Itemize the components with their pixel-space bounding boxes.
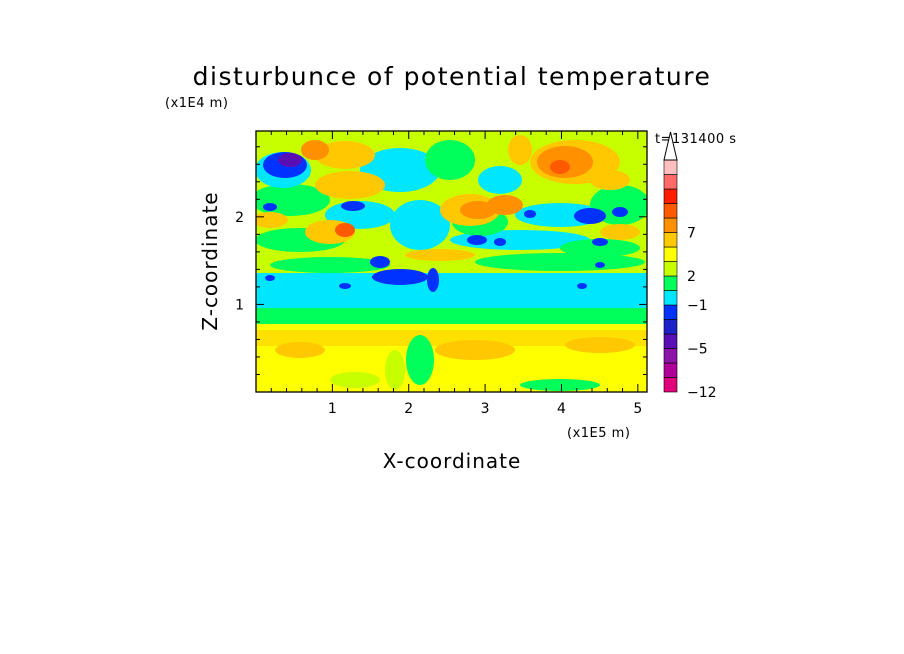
layer-lower-orange-band xyxy=(256,330,647,346)
colorbar-swatch xyxy=(663,333,678,349)
colorbar-swatch xyxy=(663,261,678,277)
colorbar-swatch xyxy=(663,174,678,190)
colorbar-swatch xyxy=(663,319,678,335)
x-tick-label: 3 xyxy=(481,401,490,417)
colorbar-label: 2 xyxy=(687,269,696,285)
colorbar-label: −12 xyxy=(687,385,717,401)
colorbar-swatch xyxy=(663,188,678,204)
colorbar-swatch xyxy=(663,246,678,262)
colorbar-swatch xyxy=(663,348,678,364)
layer-cyan-band xyxy=(256,272,647,308)
colorbar-swatch xyxy=(663,217,678,233)
colorbar-swatch xyxy=(663,159,678,175)
colorbar-swatch xyxy=(663,275,678,291)
x-unit-label: (x1E5 m) xyxy=(567,426,630,441)
y-tick-label: 1 xyxy=(235,297,244,313)
plot-frame xyxy=(255,130,648,393)
x-axis-ticks: 1 2 3 4 5 xyxy=(270,131,642,417)
y-axis-ticks: 12 xyxy=(235,146,647,375)
x-tick-label: 4 xyxy=(557,401,566,417)
y-unit-label: (x1E4 m) xyxy=(165,96,228,111)
colorbar-extend-arrow xyxy=(663,131,678,161)
x-axis-label: X-coordinate xyxy=(383,449,522,473)
colorbar-swatch xyxy=(663,203,678,219)
time-label: t=131400 s xyxy=(655,132,737,147)
colorbar-swatch xyxy=(663,290,678,306)
x-tick-label: 5 xyxy=(633,401,642,417)
x-tick-label: 1 xyxy=(328,401,337,417)
colorbar-swatch xyxy=(663,232,678,248)
colorbar-swatch xyxy=(663,377,678,393)
layer-green-band xyxy=(256,306,647,324)
upper-features xyxy=(256,135,647,391)
colorbar-label: −5 xyxy=(687,342,708,358)
y-axis-label: Z-coordinate xyxy=(198,191,222,330)
colorbar-label: −1 xyxy=(687,298,708,314)
x-tick-label: 2 xyxy=(404,401,413,417)
contour-field xyxy=(256,131,647,392)
colorbar: −12−5−127 xyxy=(663,131,717,401)
y-tick-label: 2 xyxy=(235,210,244,226)
colorbar-label: 7 xyxy=(687,226,696,242)
chart-title: disturbunce of potential temperature xyxy=(193,62,712,91)
colorbar-swatch xyxy=(663,304,678,320)
colorbar-swatch xyxy=(663,362,678,378)
